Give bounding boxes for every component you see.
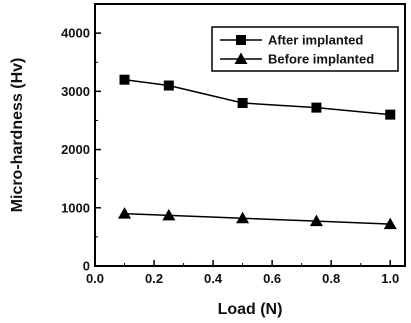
legend: After implanted Before implanted bbox=[211, 26, 399, 72]
y-axis-title: Micro-hardness (Hv) bbox=[9, 58, 26, 213]
data-point bbox=[309, 214, 323, 227]
data-point bbox=[385, 109, 396, 120]
x-tick-label: 1.0 bbox=[381, 271, 399, 286]
x-tick-label: 0.6 bbox=[263, 271, 281, 286]
x-tick-label: 0.0 bbox=[86, 271, 104, 286]
plot-frame bbox=[94, 3, 406, 267]
data-point bbox=[118, 207, 132, 219]
data-point bbox=[162, 208, 176, 221]
x-tick-label: 0.8 bbox=[322, 271, 340, 286]
data-point bbox=[119, 74, 130, 85]
y-tick-label: 4000 bbox=[61, 26, 90, 41]
x-tick-label: 0.2 bbox=[145, 271, 163, 286]
x-tick-label: 0.4 bbox=[204, 271, 223, 286]
legend-label: Before implanted bbox=[268, 52, 374, 67]
data-point bbox=[311, 102, 322, 113]
x-axis-title: Load (N) bbox=[218, 301, 283, 318]
y-tick-label: 3000 bbox=[61, 84, 90, 99]
data-point bbox=[163, 80, 174, 91]
y-tick-label: 1000 bbox=[61, 200, 90, 215]
data-point bbox=[383, 217, 397, 230]
data-point bbox=[236, 211, 250, 224]
series-0 bbox=[119, 74, 396, 120]
y-tick-label: 2000 bbox=[61, 142, 90, 157]
y-tick-label: 0 bbox=[83, 259, 90, 274]
series bbox=[118, 74, 397, 230]
series-1 bbox=[118, 207, 397, 230]
legend-marker bbox=[236, 35, 246, 45]
legend-marker bbox=[234, 52, 248, 64]
tick-labels: 0.0 0.2 0.4 0.6 0.8 1.0 0 1000 2000 3000 4000 bbox=[61, 26, 399, 286]
data-point bbox=[237, 97, 248, 108]
legend-label: After implanted bbox=[268, 33, 363, 48]
